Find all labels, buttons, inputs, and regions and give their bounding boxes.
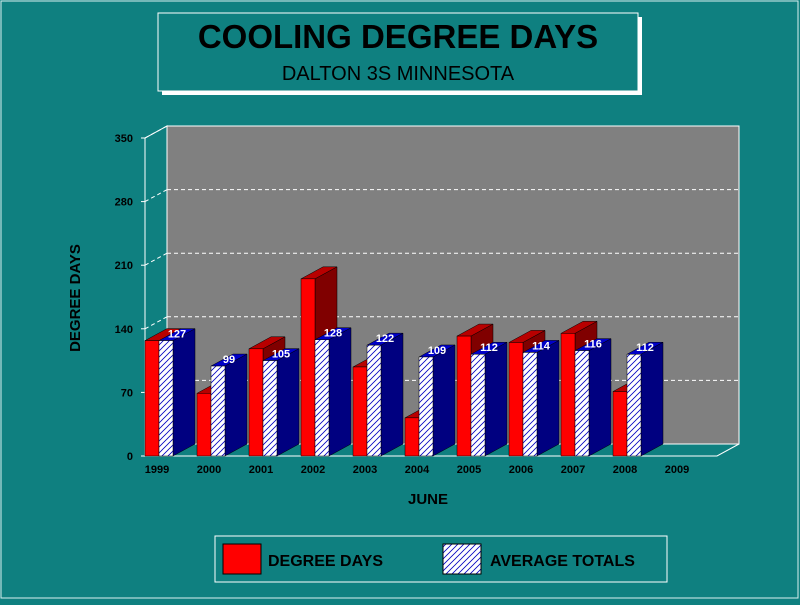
bar-average-totals-2000 [210,365,226,457]
bar-average-totals-2000-side [224,353,248,457]
value-label-2005: 112 [480,342,498,354]
value-label-2001: 105 [272,349,290,361]
bar-average-totals-2004-side [432,344,456,457]
bar-group-2008 [612,341,664,457]
value-label-2003: 122 [376,333,394,345]
legend-label-average-totals: AVERAGE TOTALS [490,553,635,570]
bar-group-2001 [248,336,300,457]
y-tick-label: 0 [127,451,133,463]
y-tick-label: 70 [121,387,133,399]
bar-group-2002 [300,266,352,457]
bar-average-totals-2002 [314,339,330,457]
bar-group-2003 [352,332,404,457]
value-label-2008: 112 [636,342,654,354]
bar-average-totals-2002-side [328,327,352,457]
bar-average-totals-2008-side [640,341,664,457]
bar-degree-days-2004 [404,417,420,457]
title-box: COOLING DEGREE DAYS DALTON 3S MINNESOTA [157,12,642,95]
value-label-2004: 109 [428,345,446,357]
bar-average-totals-2001-side [276,348,300,457]
y-tick-label: 350 [115,133,133,145]
bar-degree-days-1999 [144,340,160,457]
bar-group-2005 [456,323,508,457]
bar-average-totals-1999 [158,340,174,457]
value-label-2007: 116 [584,339,602,351]
bar-degree-days-2005 [456,335,472,457]
bar-degree-days-2000 [196,393,212,457]
bar-average-totals-2001 [262,360,278,457]
value-labels: 127 99 105 128 122 109 112 114 116 112 [168,328,654,366]
legend-swatch-degree-days [222,543,262,575]
value-label-2000: 99 [223,354,235,366]
x-tick-label-2009: 2009 [665,464,689,476]
legend: DEGREE DAYS AVERAGE TOTALS [214,535,668,583]
x-tick-label-2003: 2003 [353,464,377,476]
x-axis: 1999 2000 2001 2002 2003 2004 2005 2006 2007 2008… [145,464,689,476]
bar-average-totals-2005-side [484,341,508,457]
x-tick-label-2005: 2005 [457,464,481,476]
bar-degree-days-2007 [560,333,576,457]
bars [144,266,664,457]
chart-title: COOLING DEGREE DAYS [198,18,598,55]
bar-group-2006 [508,330,560,457]
bar-average-totals-2005 [470,353,486,457]
bar-group-2007 [560,320,612,457]
x-tick-label-2004: 2004 [405,464,430,476]
value-label-2006: 114 [532,340,551,352]
bar-degree-days-2006 [508,342,524,457]
bar-degree-days-2002 [300,278,316,457]
x-tick-label-2008: 2008 [613,464,637,476]
bar-average-totals-1999-side [172,328,196,457]
x-tick-label-2001: 2001 [249,464,273,476]
y-axis-title: DEGREE DAYS [67,244,84,352]
bar-degree-days-2008 [612,391,628,457]
bar-average-totals-2006-side [536,340,560,457]
bar-group-2000 [196,353,248,457]
value-label-1999: 127 [168,329,186,341]
y-axis: 0 70 140 210 280 350 [115,133,145,463]
bar-average-totals-2003 [366,344,382,457]
bar-average-totals-2004 [418,356,434,457]
x-tick-label-2002: 2002 [301,464,325,476]
bar-degree-days-2003 [352,366,368,457]
bar-average-totals-2007-side [588,338,612,457]
y-tick-label: 140 [115,324,133,336]
legend-swatch-average-totals [442,543,482,575]
bar-average-totals-2006 [522,352,538,457]
value-label-2002: 128 [324,328,342,340]
legend-label-degree-days: DEGREE DAYS [268,553,383,570]
x-axis-title: JUNE [408,491,448,508]
x-tick-label-2006: 2006 [509,464,533,476]
bar-group-2004 [404,344,456,457]
chart-subtitle: DALTON 3S MINNESOTA [282,63,515,85]
x-tick-label-2007: 2007 [561,464,585,476]
x-tick-label-2000: 2000 [197,464,221,476]
bar-average-totals-2003-side [380,332,404,457]
bar-average-totals-2007 [574,350,590,457]
bar-group-1999 [144,328,196,457]
x-tick-label-1999: 1999 [145,464,169,476]
bar-degree-days-2001 [248,348,264,457]
y-tick-label: 280 [115,197,133,209]
bar-average-totals-2008 [626,353,642,457]
y-tick-label: 210 [115,260,133,272]
